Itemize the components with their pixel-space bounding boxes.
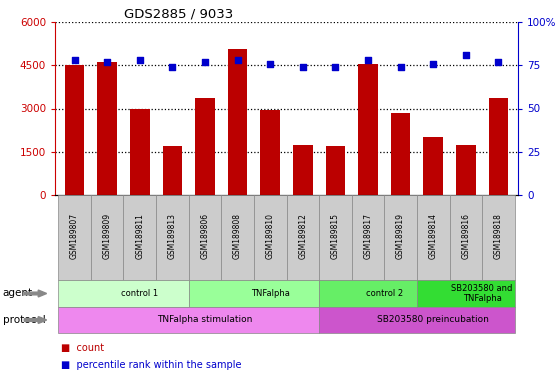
Bar [228, 50, 247, 195]
Bar [222, 195, 254, 280]
Bar [91, 195, 123, 280]
Text: control 1: control 1 [121, 289, 158, 298]
Bar [489, 98, 508, 195]
Bar [391, 113, 410, 195]
Bar [352, 195, 384, 280]
Point [103, 59, 112, 65]
Text: SB203580 preincubation: SB203580 preincubation [377, 316, 489, 324]
Point [461, 52, 470, 58]
Point [168, 64, 177, 70]
Text: GSM189812: GSM189812 [299, 213, 307, 259]
Bar [319, 280, 417, 307]
Text: GSM189807: GSM189807 [70, 213, 79, 259]
Point [364, 57, 373, 63]
Text: agent: agent [3, 288, 33, 298]
Text: TNFalpha stimulation: TNFalpha stimulation [157, 316, 253, 324]
Bar [98, 62, 117, 195]
Point [135, 57, 144, 63]
Text: SB203580 and
TNFalpha: SB203580 and TNFalpha [451, 284, 513, 303]
Bar [358, 64, 378, 195]
Point [266, 60, 275, 66]
Point [396, 64, 405, 70]
Bar [319, 195, 352, 280]
Bar [130, 109, 150, 195]
Bar [156, 195, 189, 280]
Bar [189, 195, 222, 280]
Bar [195, 98, 215, 195]
Bar [58, 307, 319, 333]
Bar [417, 280, 514, 307]
Text: ■  percentile rank within the sample: ■ percentile rank within the sample [61, 360, 241, 370]
Bar [319, 307, 514, 333]
Point [299, 64, 307, 70]
Bar [58, 195, 91, 280]
Text: GSM189818: GSM189818 [494, 213, 503, 259]
Bar [384, 195, 417, 280]
Bar [417, 195, 450, 280]
Bar [261, 110, 280, 195]
Bar [450, 195, 482, 280]
Point [233, 57, 242, 63]
Text: GSM189810: GSM189810 [266, 213, 275, 259]
Text: GSM189808: GSM189808 [233, 213, 242, 259]
Bar [482, 195, 514, 280]
Bar [189, 280, 319, 307]
Point [429, 60, 437, 66]
Bar [424, 137, 443, 195]
Text: GSM189817: GSM189817 [363, 213, 373, 259]
Bar [65, 65, 84, 195]
Text: GSM189809: GSM189809 [103, 213, 112, 259]
Bar [456, 144, 475, 195]
Text: GDS2885 / 9033: GDS2885 / 9033 [124, 8, 234, 21]
Text: GSM189819: GSM189819 [396, 213, 405, 259]
Bar [162, 146, 182, 195]
Point [70, 57, 79, 63]
Text: GSM189815: GSM189815 [331, 213, 340, 259]
Bar [254, 195, 286, 280]
Text: GSM189811: GSM189811 [135, 213, 145, 259]
Text: GSM189814: GSM189814 [429, 213, 437, 259]
Point [331, 64, 340, 70]
Bar [286, 195, 319, 280]
Bar [123, 195, 156, 280]
Bar [58, 280, 189, 307]
Bar [293, 144, 312, 195]
Text: GSM189813: GSM189813 [168, 213, 177, 259]
Text: GSM189816: GSM189816 [461, 213, 470, 259]
Point [200, 59, 209, 65]
Text: ■  count: ■ count [61, 343, 104, 353]
Text: control 2: control 2 [365, 289, 403, 298]
Text: TNFalpha: TNFalpha [251, 289, 290, 298]
Text: protocol: protocol [3, 315, 46, 325]
Point [494, 59, 503, 65]
Bar [326, 146, 345, 195]
Text: GSM189806: GSM189806 [200, 213, 209, 259]
